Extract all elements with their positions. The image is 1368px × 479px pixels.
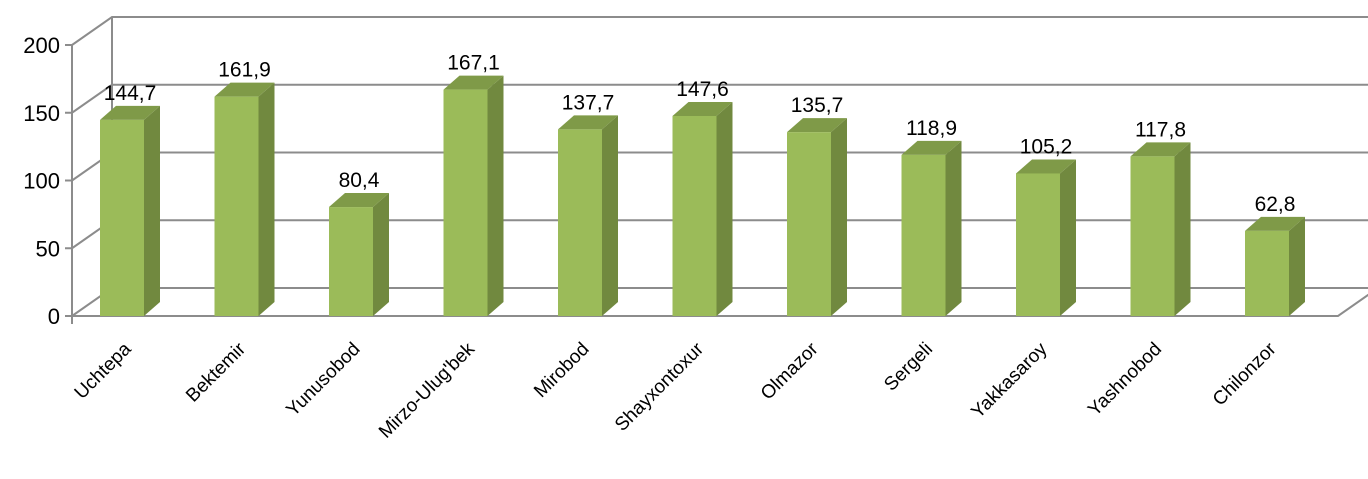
bar-top-face [558, 115, 618, 130]
bar [329, 193, 389, 316]
bar-side-face [831, 118, 847, 317]
x-tick-label: Bektemir [182, 338, 250, 406]
bar-front-face [1245, 230, 1289, 316]
bar [672, 102, 733, 316]
bar-front-face [214, 96, 259, 316]
bar-front-face [1016, 173, 1060, 316]
data-label: 167,1 [447, 52, 500, 75]
x-tick-label: Mirobod [530, 339, 593, 402]
bar-side-face [716, 102, 733, 316]
bar [787, 118, 847, 317]
bar [443, 75, 504, 316]
data-label: 105,2 [1020, 135, 1073, 158]
bar-front-face [1130, 156, 1175, 316]
bar-top-face [901, 140, 962, 155]
bar-top-face [329, 193, 389, 208]
x-tick-label: Shayxontoxur [611, 338, 708, 435]
bar-side-face [487, 75, 504, 316]
y-tick-label: 0 [48, 304, 60, 329]
x-tick-label: Olmazor [757, 338, 823, 404]
bar-side-face [258, 82, 275, 316]
bar-top-face [1245, 216, 1305, 231]
bar-top-face [787, 118, 847, 133]
bar [1016, 159, 1076, 316]
x-tick-label: Yashnobod [1084, 339, 1166, 421]
bar [100, 105, 160, 316]
gridline [71, 16, 1368, 46]
gridline [71, 83, 1368, 114]
bar-front-face [443, 89, 488, 316]
bar-top-face [214, 82, 275, 97]
data-label: 118,9 [906, 117, 957, 140]
bar-top-face [1130, 142, 1191, 157]
x-tick-label: Uchtepa [71, 338, 136, 403]
bar-side-face [945, 140, 962, 316]
data-labels: 144,7 161,9 80,4 167,1 137,7 147,6 135,7 118,9 1… [104, 52, 1296, 216]
floor-front-edge [72, 293, 1368, 317]
x-tick-label: Yakkasaroy [967, 338, 1051, 422]
bar-side-face [144, 105, 160, 316]
data-label: 161,9 [218, 59, 271, 82]
y-tick-label: 200 [23, 33, 60, 58]
bar-top-face [443, 75, 504, 90]
x-tick-label: Sergeli [880, 339, 937, 396]
bar-front-face [672, 116, 717, 316]
data-label: 117,8 [1135, 118, 1186, 141]
bar-side-face [1174, 142, 1191, 316]
y-tick-label: 50 [36, 236, 60, 261]
bar-front-face [558, 129, 602, 316]
data-label: 135,7 [791, 94, 844, 117]
bars [100, 75, 1305, 317]
bar [1245, 216, 1305, 316]
bar [558, 115, 618, 316]
bar-top-face [100, 105, 160, 120]
bar-top-face [1016, 159, 1076, 174]
y-tick-label: 150 [23, 101, 60, 126]
y-tick-label: 100 [23, 169, 60, 194]
data-label: 80,4 [339, 169, 380, 192]
x-tick-label: Mirzo-Ulug'bek [375, 338, 479, 442]
bar-front-face [100, 119, 144, 316]
data-label: 62,8 [1255, 193, 1296, 216]
bar-side-face [602, 115, 618, 316]
bar-top-face [672, 102, 733, 117]
y-axis-ticks: 0 50 100 150 200 [23, 33, 60, 329]
bar-side-face [373, 193, 389, 316]
bar-side-face [1289, 216, 1305, 316]
bar-front-face [787, 132, 831, 316]
bar [901, 140, 962, 316]
x-tick-label: Yunusobod [282, 339, 364, 421]
bar [214, 82, 275, 316]
bar-front-face [329, 207, 373, 316]
x-axis-labels: Uchtepa Bektemir Yunusobod Mirzo-Ulug'bek Mi… [71, 338, 1281, 442]
bar-front-face [901, 154, 946, 316]
bar [1130, 142, 1191, 316]
bar-side-face [1060, 159, 1076, 316]
data-label: 137,7 [562, 91, 615, 114]
data-label: 147,6 [676, 78, 729, 101]
data-label: 144,7 [104, 82, 157, 105]
x-tick-label: Chilonzor [1209, 338, 1281, 410]
